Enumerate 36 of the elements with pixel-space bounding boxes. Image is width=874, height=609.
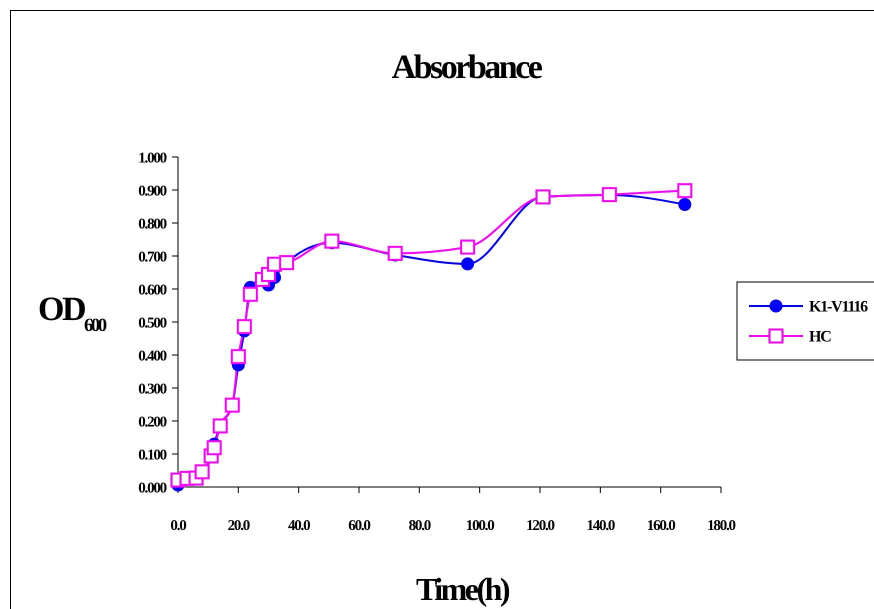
point (236, 319, 252, 334)
y-tick-label: 1.000 (138, 150, 167, 166)
point (388, 246, 403, 261)
x-tick-label: 100.0 (466, 518, 494, 534)
y-tick-label: 0.800 (138, 216, 167, 232)
y-tick-label: 0.200 (138, 414, 167, 430)
x-tick-label: 140.0 (586, 518, 615, 534)
x-tick-label: 160.0 (646, 518, 676, 534)
x-tick-label: 20.0 (228, 518, 250, 534)
x-tick-label: 0.0 (170, 518, 186, 534)
point (230, 349, 246, 364)
legend-label: K1-V1116 (809, 298, 868, 316)
y-tick-label: 0.600 (138, 282, 167, 298)
x-axis-title: Time(h) (416, 571, 510, 607)
y-axis-title: OD$_{600}$ (38, 291, 107, 336)
y-tick-label: 0.100 (138, 447, 167, 464)
y-tick-label: 0.900 (138, 183, 167, 200)
x-tick-label: 40.0 (288, 518, 310, 534)
point (242, 286, 258, 302)
point (678, 198, 692, 212)
point (324, 234, 340, 249)
legend-label: HC (809, 328, 832, 346)
y-tick-label: 0.500 (138, 315, 167, 332)
point (206, 440, 222, 456)
y-tick-label: 0.400 (138, 348, 167, 364)
x-tick-label: 60.0 (348, 518, 370, 534)
y-tick-label: 0.000 (138, 480, 167, 496)
chart-title: Absorbance (392, 49, 543, 86)
point (460, 240, 476, 255)
x-tick-label: 180.0 (707, 518, 736, 534)
y-tick-label: 0.700 (138, 249, 167, 266)
x-tick-label: 120.0 (526, 518, 555, 534)
point (461, 257, 474, 270)
y-tick-label: 0.300 (138, 381, 167, 398)
x-tick-label: 80.0 (408, 518, 431, 534)
point (677, 183, 692, 198)
